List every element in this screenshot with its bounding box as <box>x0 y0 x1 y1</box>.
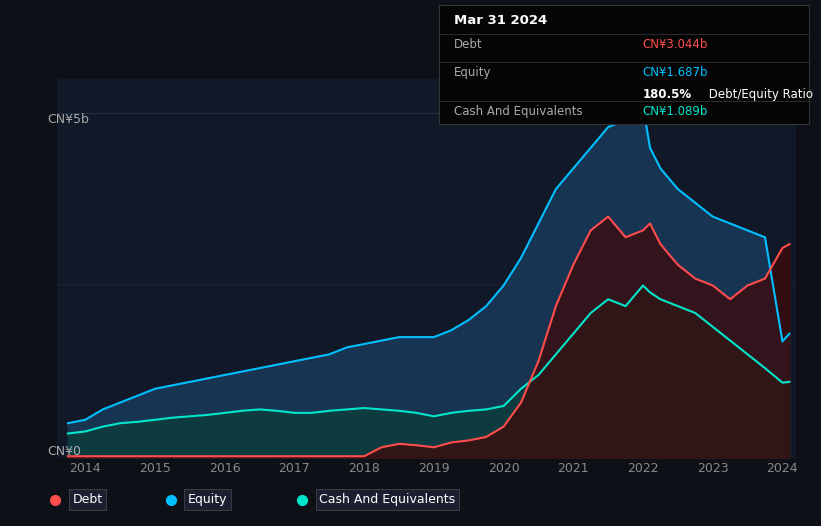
Text: Debt: Debt <box>72 493 103 506</box>
Text: 180.5%: 180.5% <box>643 88 691 101</box>
Text: CN¥1.089b: CN¥1.089b <box>643 105 708 118</box>
Text: CN¥1.687b: CN¥1.687b <box>643 66 708 78</box>
Text: Cash And Equivalents: Cash And Equivalents <box>319 493 456 506</box>
Text: Cash And Equivalents: Cash And Equivalents <box>454 105 583 118</box>
Text: Equity: Equity <box>188 493 227 506</box>
Text: Equity: Equity <box>454 66 492 78</box>
Text: CN¥0: CN¥0 <box>47 444 81 458</box>
Text: Mar 31 2024: Mar 31 2024 <box>454 14 548 26</box>
Text: CN¥3.044b: CN¥3.044b <box>643 38 708 52</box>
Text: Debt: Debt <box>454 38 483 52</box>
Text: Debt/Equity Ratio: Debt/Equity Ratio <box>705 88 814 101</box>
Text: CN¥5b: CN¥5b <box>47 113 89 126</box>
